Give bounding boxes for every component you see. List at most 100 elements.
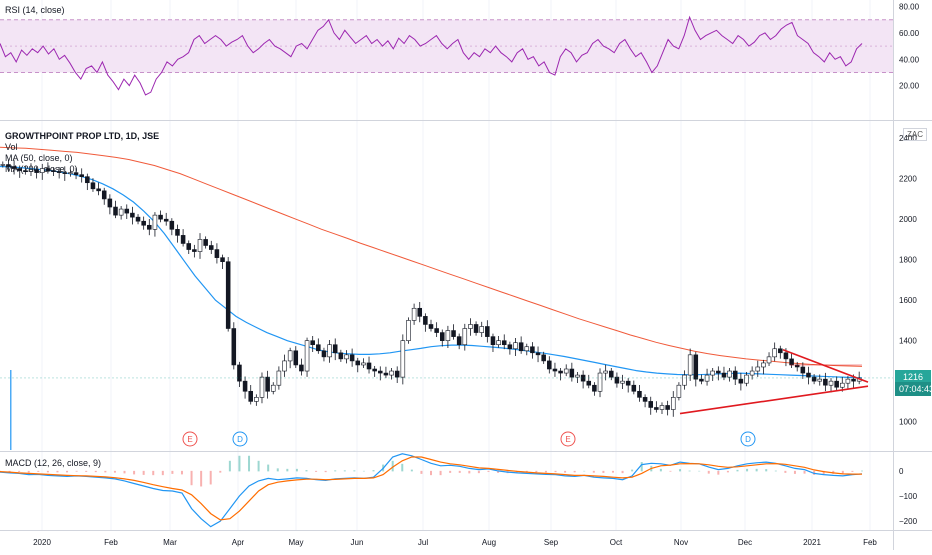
candle-body xyxy=(51,170,56,172)
candle-body xyxy=(203,239,208,246)
macd-histogram-bar xyxy=(305,470,308,472)
macd-histogram-bar xyxy=(200,470,203,487)
candle-body xyxy=(558,370,563,374)
x-tick-label: Dec xyxy=(738,538,752,547)
x-tick-label: 2020 xyxy=(33,538,51,547)
macd-histogram-bar xyxy=(621,470,624,474)
candle-body xyxy=(654,407,659,410)
candle-body xyxy=(642,397,648,402)
ma200-line xyxy=(0,146,863,367)
price-tick-label: 1800 xyxy=(899,256,917,265)
macd-histogram-bar xyxy=(267,464,270,472)
candle-body xyxy=(101,190,107,200)
event-marker: D xyxy=(232,431,248,447)
candle-body xyxy=(552,368,558,372)
macd-histogram-bar xyxy=(353,470,356,472)
x-tick-label: Oct xyxy=(610,538,623,547)
candle-body xyxy=(659,405,665,410)
candle-body xyxy=(732,370,738,380)
candle-body xyxy=(355,360,361,366)
candle-body xyxy=(749,370,755,376)
macd-histogram-bar xyxy=(861,470,863,472)
volume-bar xyxy=(10,370,12,450)
candle-body xyxy=(327,344,332,358)
macd-legend[interactable]: MACD (12, 26, close, 9) xyxy=(5,458,102,468)
candle-body xyxy=(349,354,355,362)
event-marker-label: D xyxy=(745,435,751,444)
candle-body xyxy=(107,198,113,208)
candle-body xyxy=(0,164,6,166)
candle-body xyxy=(434,328,439,333)
candle-body xyxy=(530,346,535,354)
currency-badge[interactable]: ZAC xyxy=(903,128,927,141)
candle-body xyxy=(670,397,676,410)
macd-histogram-bar xyxy=(449,470,452,473)
candle-body xyxy=(400,340,406,378)
candle-body xyxy=(468,324,473,329)
candle-body xyxy=(518,342,524,352)
macd-histogram-bar xyxy=(535,470,538,473)
candle-body xyxy=(462,328,468,346)
candle-body xyxy=(147,224,152,230)
macd-histogram-bar xyxy=(592,470,595,473)
event-marker-label: D xyxy=(237,435,243,444)
macd-histogram-bar xyxy=(75,470,78,472)
event-marker-circle xyxy=(560,431,576,447)
candle-body xyxy=(693,354,699,380)
candle-body xyxy=(563,368,569,374)
macd-histogram-bar xyxy=(343,470,346,472)
candle-body xyxy=(90,182,96,190)
symbol-title[interactable]: GROWTHPOINT PROP LTD, 1D, JSE xyxy=(5,131,160,141)
candle-body xyxy=(372,368,377,372)
candle-body xyxy=(648,401,653,408)
event-marker-circle xyxy=(232,431,248,447)
macd-histogram-bar xyxy=(726,470,729,473)
candle-body xyxy=(485,326,490,337)
candle-body xyxy=(310,340,315,346)
candle-body xyxy=(811,376,817,382)
candle-body xyxy=(96,188,101,192)
ma200-legend[interactable]: MA (200, close, 0) xyxy=(5,164,78,174)
candle-body xyxy=(321,350,327,358)
macd-histogram-bar xyxy=(774,470,777,472)
event-marker-circle xyxy=(182,431,198,447)
macd-histogram-bar xyxy=(161,470,164,476)
candle-body xyxy=(158,214,163,220)
candle-body xyxy=(293,350,299,366)
macd-histogram-bar xyxy=(152,470,155,476)
rsi-legend[interactable]: RSI (14, close) xyxy=(5,5,65,15)
candle-body xyxy=(586,380,592,386)
candle-body xyxy=(214,249,220,258)
x-tick-label: Nov xyxy=(674,538,688,547)
price-tick-label: 1400 xyxy=(899,337,917,346)
macd-histogram-bar xyxy=(295,468,298,472)
candle-body xyxy=(366,362,372,370)
x-tick-label: Feb xyxy=(863,538,877,547)
candle-body xyxy=(237,364,242,382)
macd-histogram-bar xyxy=(468,470,471,474)
macd-histogram-bar xyxy=(18,470,21,472)
candle-body xyxy=(231,328,237,366)
macd-histogram-bar xyxy=(94,470,97,473)
macd-histogram-bar xyxy=(276,468,279,472)
candle-body xyxy=(845,378,851,384)
candle-body xyxy=(823,378,828,386)
macd-histogram-bar xyxy=(631,469,634,472)
candle-body xyxy=(85,176,90,184)
ma50-legend[interactable]: MA (50, close, 0) xyxy=(5,153,73,163)
candle-body xyxy=(175,229,180,236)
trendline-resistance xyxy=(782,349,869,383)
price-tick-label: 1000 xyxy=(899,418,917,427)
event-marker-circle xyxy=(740,431,756,447)
event-marker-label: E xyxy=(187,435,192,444)
candle-body xyxy=(445,330,451,341)
candle-body xyxy=(394,370,400,378)
candle-body xyxy=(332,344,338,354)
candle-body xyxy=(304,340,310,372)
vol-legend[interactable]: Vol xyxy=(5,142,18,152)
candle-body xyxy=(242,380,248,392)
macd-histogram-bar xyxy=(554,470,557,473)
candle-body xyxy=(197,239,203,252)
macd-histogram-bar xyxy=(401,463,404,472)
macd-tick-label: −100 xyxy=(899,492,918,501)
